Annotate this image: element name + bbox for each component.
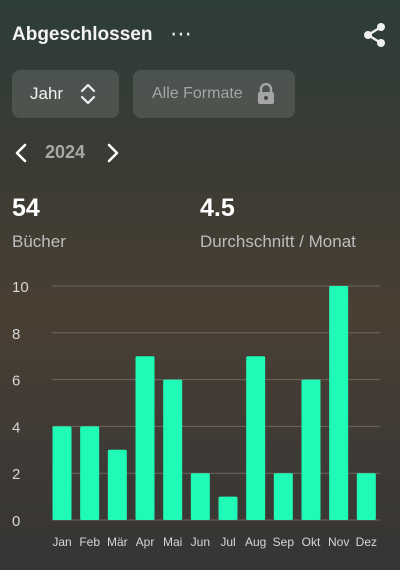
average-caption: Durchschnitt / Monat (200, 232, 356, 251)
format-selector-label: Alle Formate (152, 85, 243, 102)
selected-year: 2024 (45, 142, 86, 162)
period-selector[interactable]: Jahr (12, 70, 119, 118)
x-tick-label: Jan (52, 535, 71, 549)
year-navigation: 2024 (12, 140, 132, 166)
books-stat: 54 Bücher (12, 194, 66, 252)
x-tick-label: Dez (356, 535, 377, 549)
bar (356, 473, 376, 520)
bar (218, 496, 238, 520)
x-tick-label: Feb (79, 535, 100, 549)
x-tick-label: Jul (220, 535, 235, 549)
header: Abgeschlossen ⋯ (12, 20, 388, 52)
bar (80, 426, 100, 520)
x-tick-label: Nov (328, 535, 349, 549)
average-value: 4.5 (200, 194, 235, 222)
books-count: 54 (12, 194, 40, 222)
y-tick-label: 4 (12, 419, 20, 436)
bar (273, 473, 293, 520)
page-title: Abgeschlossen (12, 24, 153, 45)
x-tick-label: Aug (245, 535, 266, 549)
share-icon[interactable] (362, 22, 388, 48)
lock-icon (258, 83, 274, 104)
monthly-books-chart: 0 2 4 6 8 10 Jan Feb Mär Apr Mai Jun Jul Aug Sep Okt Nov… (12, 279, 380, 549)
more-options-icon[interactable]: ⋯ (170, 21, 193, 46)
up-down-chevron-icon (80, 83, 96, 105)
chevron-right-icon[interactable] (104, 142, 122, 164)
format-selector[interactable]: Alle Formate (133, 70, 295, 118)
books-caption: Bücher (12, 232, 66, 251)
y-tick-label: 6 (12, 373, 20, 390)
bar (163, 379, 183, 520)
average-stat: 4.5 Durchschnitt / Monat (200, 194, 356, 252)
bar (329, 286, 349, 520)
x-tick-label: Mär (107, 535, 128, 549)
x-tick-label: Mai (163, 535, 182, 549)
x-tick-label: Okt (302, 535, 321, 549)
y-tick-label: 2 (12, 466, 20, 483)
period-selector-label: Jahr (30, 84, 64, 103)
x-tick-label: Apr (136, 535, 155, 549)
bar (107, 449, 127, 520)
bar (246, 356, 266, 520)
y-tick-label: 8 (12, 326, 20, 343)
chevron-left-icon[interactable] (12, 142, 30, 164)
x-tick-label: Jun (191, 535, 210, 549)
bar (135, 356, 155, 520)
bar (52, 426, 72, 520)
bar (190, 473, 210, 520)
x-tick-label: Sep (273, 535, 295, 549)
bar (301, 379, 321, 520)
y-tick-label: 0 (12, 513, 20, 530)
y-tick-label: 10 (12, 279, 29, 296)
